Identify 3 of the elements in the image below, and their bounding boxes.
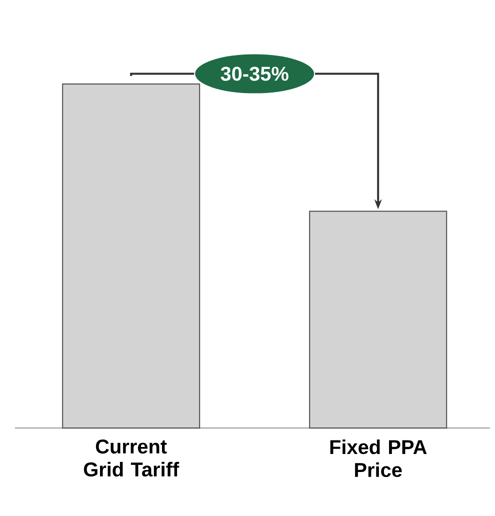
x-tick-label: Fixed PPA Price	[330, 440, 427, 478]
text: 30-35%	[220, 66, 288, 81]
x-tick-label: Current Grid Tariff	[84, 440, 180, 477]
